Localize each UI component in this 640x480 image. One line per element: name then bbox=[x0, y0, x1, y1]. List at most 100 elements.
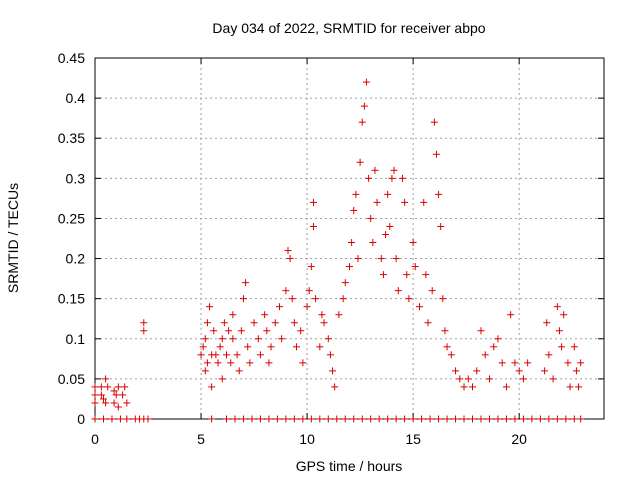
axis-ticks: 0 0.05 0.1 0.15 0.2 0.25 0.3 0.35 0.4 0.45 0 5 10 15 2… bbox=[58, 50, 604, 447]
data-point bbox=[560, 311, 568, 319]
data-point-zero bbox=[435, 415, 443, 423]
data-point bbox=[305, 287, 313, 295]
data-point bbox=[309, 222, 317, 230]
x-tick-label: 10 bbox=[299, 431, 315, 447]
data-point bbox=[229, 311, 237, 319]
data-point bbox=[524, 359, 532, 367]
data-point bbox=[276, 303, 284, 311]
data-point bbox=[485, 375, 493, 383]
data-point-zero bbox=[570, 415, 578, 423]
data-point bbox=[384, 190, 392, 198]
y-tick-label: 0.45 bbox=[58, 50, 85, 66]
data-point bbox=[286, 255, 294, 263]
data-point bbox=[299, 359, 307, 367]
data-point bbox=[507, 311, 515, 319]
data-point bbox=[367, 214, 375, 222]
data-point-zero bbox=[528, 415, 536, 423]
data-point bbox=[566, 383, 574, 391]
data-point bbox=[352, 190, 360, 198]
data-point-zero bbox=[469, 415, 477, 423]
data-point bbox=[218, 335, 226, 343]
data-point bbox=[558, 343, 566, 351]
data-point-zero bbox=[519, 415, 527, 423]
x-tick-label: 20 bbox=[511, 431, 527, 447]
data-point bbox=[498, 359, 506, 367]
data-point bbox=[244, 343, 252, 351]
data-point bbox=[382, 230, 390, 238]
data-point bbox=[97, 383, 105, 391]
data-point bbox=[435, 190, 443, 198]
data-point bbox=[388, 174, 396, 182]
data-point bbox=[331, 383, 339, 391]
data-point bbox=[102, 399, 110, 407]
data-point-zero bbox=[282, 415, 290, 423]
data-point bbox=[346, 263, 353, 271]
data-point bbox=[428, 287, 436, 295]
data-point bbox=[494, 335, 502, 343]
data-point bbox=[564, 359, 572, 367]
data-point-zero bbox=[401, 415, 409, 423]
data-point bbox=[441, 327, 449, 335]
data-point bbox=[570, 343, 578, 351]
data-point-zero bbox=[307, 415, 315, 423]
x-axis-label: GPS time / hours bbox=[296, 458, 403, 474]
data-point bbox=[225, 327, 233, 335]
data-point bbox=[575, 383, 583, 391]
data-point bbox=[307, 263, 315, 271]
data-point bbox=[424, 319, 432, 327]
data-point bbox=[229, 335, 237, 343]
data-point bbox=[102, 375, 110, 383]
data-point bbox=[233, 351, 241, 359]
data-point bbox=[473, 367, 481, 375]
data-point bbox=[341, 279, 349, 287]
data-point bbox=[292, 343, 300, 351]
data-point bbox=[112, 391, 120, 399]
data-point bbox=[405, 295, 413, 303]
data-point bbox=[282, 287, 290, 295]
data-point bbox=[97, 391, 105, 399]
data-point bbox=[263, 327, 271, 335]
data-point bbox=[555, 327, 563, 335]
data-point-zero bbox=[208, 415, 216, 423]
data-point bbox=[543, 319, 551, 327]
y-tick-label: 0.3 bbox=[66, 170, 86, 186]
data-point bbox=[197, 351, 205, 359]
data-point bbox=[420, 198, 428, 206]
data-point-zero bbox=[108, 415, 116, 423]
data-point bbox=[256, 351, 264, 359]
data-point bbox=[409, 239, 417, 247]
data-point bbox=[577, 359, 585, 367]
data-point bbox=[297, 327, 305, 335]
data-point-zero bbox=[384, 415, 392, 423]
plot-frame bbox=[94, 57, 605, 420]
data-point-zero bbox=[248, 415, 256, 423]
data-point bbox=[390, 166, 398, 174]
data-point bbox=[237, 327, 245, 335]
data-point bbox=[208, 383, 216, 391]
data-point bbox=[312, 295, 320, 303]
data-point bbox=[271, 319, 279, 327]
x-tick-label: 5 bbox=[197, 431, 205, 447]
data-point-zero bbox=[367, 415, 375, 423]
x-tick-label: 15 bbox=[405, 431, 421, 447]
data-point-zero bbox=[91, 415, 99, 423]
data-point bbox=[261, 311, 269, 319]
data-point bbox=[447, 351, 455, 359]
data-point bbox=[379, 271, 387, 279]
data-point bbox=[394, 287, 402, 295]
data-point bbox=[456, 375, 464, 383]
data-point-zero bbox=[545, 415, 553, 423]
data-point bbox=[316, 343, 324, 351]
data-point-zero bbox=[333, 415, 341, 423]
data-point-zero bbox=[290, 415, 298, 423]
data-point bbox=[239, 295, 247, 303]
data-point bbox=[469, 383, 477, 391]
data-point bbox=[220, 319, 228, 327]
data-point-zero bbox=[358, 415, 366, 423]
data-point bbox=[549, 375, 557, 383]
data-point-zero bbox=[418, 415, 426, 423]
data-point bbox=[460, 383, 468, 391]
y-tick-label: 0.1 bbox=[66, 331, 86, 347]
data-point bbox=[201, 367, 209, 375]
data-point bbox=[422, 271, 430, 279]
